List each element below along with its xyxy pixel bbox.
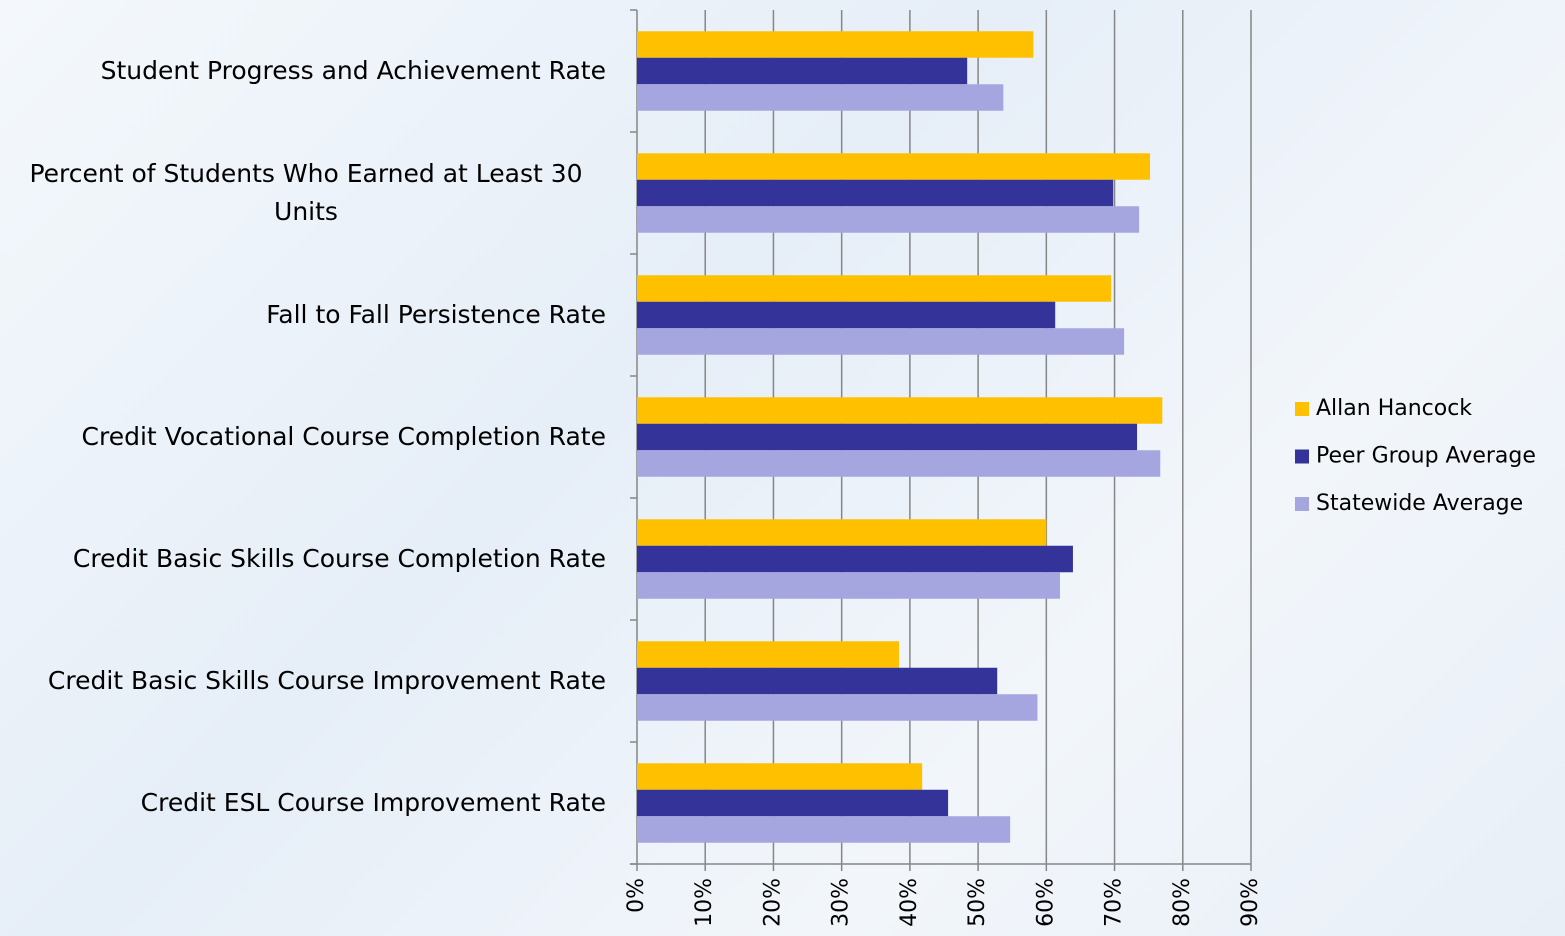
category-text: Percent of Students Who Earned at Least … xyxy=(29,159,583,226)
bar xyxy=(637,789,949,817)
legend-swatch xyxy=(1295,449,1309,464)
x-tick-label: 30% xyxy=(829,878,854,927)
category-text: Student Progress and Achievement Rate xyxy=(100,56,606,85)
bar xyxy=(637,328,1125,355)
x-tick-label: 20% xyxy=(760,878,785,927)
x-tick-label: 90% xyxy=(1238,878,1263,927)
bar xyxy=(637,694,1038,721)
bar xyxy=(637,179,1114,207)
bar xyxy=(637,641,899,668)
category-label: Percent of Students Who Earned at Least … xyxy=(6,155,606,231)
bar xyxy=(637,572,1060,599)
x-tick-label: 10% xyxy=(692,878,717,927)
bar xyxy=(637,450,1161,477)
category-text: Fall to Fall Persistence Rate xyxy=(266,300,606,329)
category-label: Credit Basic Skills Course Improvement R… xyxy=(6,662,606,700)
bar xyxy=(637,519,1047,546)
bar xyxy=(637,423,1138,451)
bar xyxy=(637,667,998,695)
bar xyxy=(637,275,1112,302)
bar xyxy=(637,763,923,790)
category-text: Credit Vocational Course Completion Rate xyxy=(81,422,606,451)
bar xyxy=(637,31,1034,58)
x-tick-label: 60% xyxy=(1033,878,1058,927)
x-tick-label: 40% xyxy=(897,878,922,927)
legend-swatch xyxy=(1295,402,1309,416)
category-label: Credit Vocational Course Completion Rate xyxy=(6,418,606,456)
x-tick-label: 0% xyxy=(624,878,649,913)
bar xyxy=(637,206,1140,233)
bar xyxy=(637,84,1004,111)
legend-label: Peer Group Average xyxy=(1316,444,1536,469)
category-text: Credit Basic Skills Course Completion Ra… xyxy=(72,544,606,573)
category-label: Fall to Fall Persistence Rate xyxy=(6,296,606,334)
bar xyxy=(637,153,1151,180)
bar xyxy=(637,57,968,85)
bar xyxy=(637,301,1056,329)
x-tick-label: 80% xyxy=(1170,878,1195,927)
legend-swatch xyxy=(1295,497,1309,511)
bar xyxy=(637,545,1073,573)
category-text: Credit Basic Skills Course Improvement R… xyxy=(47,666,606,695)
legend-label: Statewide Average xyxy=(1316,491,1523,516)
x-tick-label: 50% xyxy=(965,878,990,927)
legend-label: Allan Hancock xyxy=(1316,396,1472,421)
bar xyxy=(637,816,1011,843)
bar xyxy=(637,397,1163,424)
category-text: Credit ESL Course Improvement Rate xyxy=(140,788,606,817)
category-label: Student Progress and Achievement Rate xyxy=(6,52,606,90)
category-label: Credit Basic Skills Course Completion Ra… xyxy=(6,540,606,578)
x-tick-label: 70% xyxy=(1102,878,1127,927)
category-label: Credit ESL Course Improvement Rate xyxy=(6,784,606,822)
